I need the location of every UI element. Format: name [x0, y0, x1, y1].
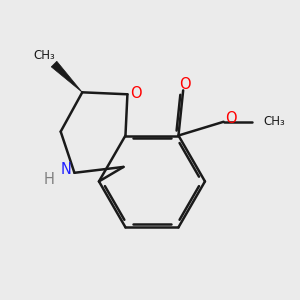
- Polygon shape: [51, 61, 82, 92]
- Text: N: N: [60, 162, 71, 177]
- Text: CH₃: CH₃: [264, 115, 285, 128]
- Text: O: O: [225, 111, 236, 126]
- Text: O: O: [130, 86, 142, 101]
- Text: H: H: [44, 172, 54, 188]
- Text: CH₃: CH₃: [33, 49, 55, 62]
- Text: O: O: [179, 77, 191, 92]
